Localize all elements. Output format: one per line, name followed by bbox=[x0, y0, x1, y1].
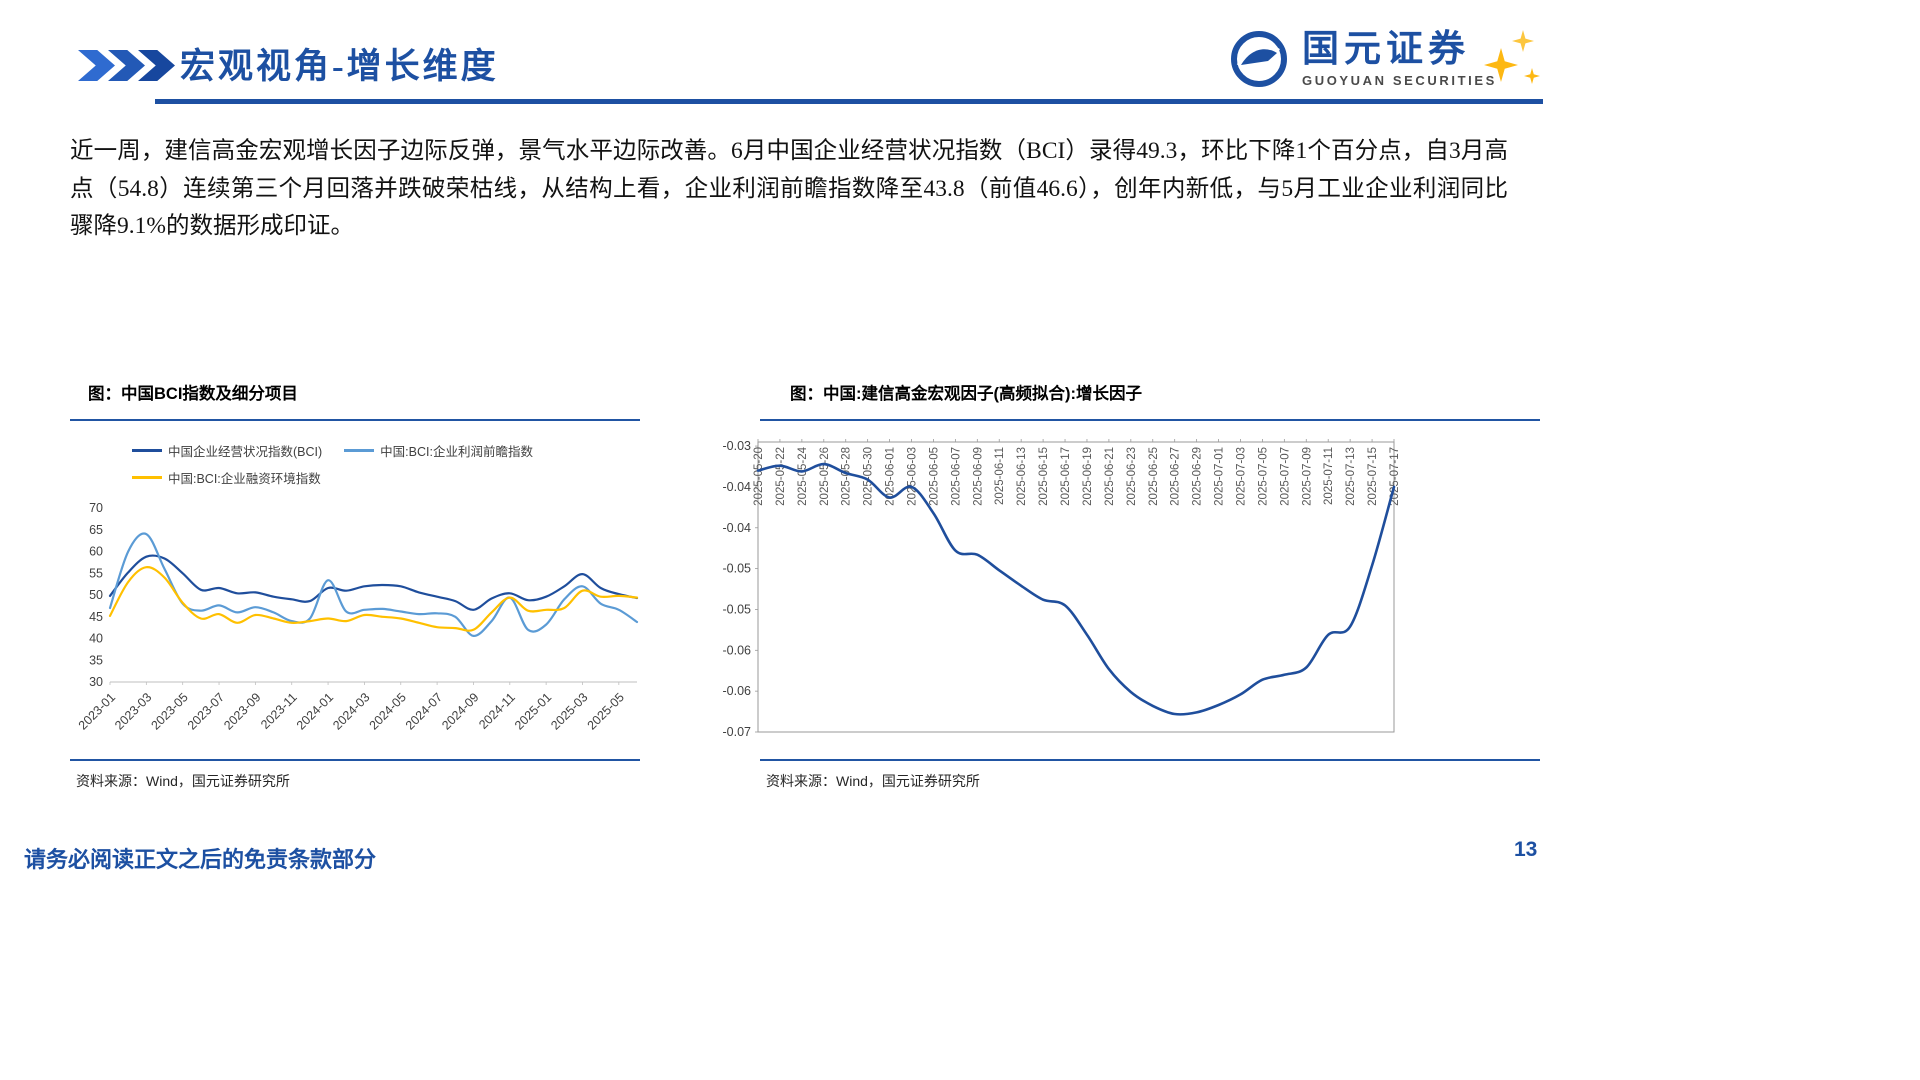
svg-text:2024-07: 2024-07 bbox=[403, 690, 445, 732]
svg-text:2023-01: 2023-01 bbox=[76, 690, 118, 732]
svg-text:-0.04: -0.04 bbox=[723, 521, 752, 535]
svg-text:2025-06-09: 2025-06-09 bbox=[972, 447, 984, 506]
svg-text:2025-06-17: 2025-06-17 bbox=[1060, 447, 1072, 506]
svg-text:2024-03: 2024-03 bbox=[330, 690, 372, 732]
page-title: 宏观视角-增长维度 bbox=[180, 47, 499, 86]
svg-text:2025-03: 2025-03 bbox=[548, 690, 590, 732]
svg-text:2025-07-03: 2025-07-03 bbox=[1235, 447, 1247, 506]
svg-text:2025-05-20: 2025-05-20 bbox=[753, 447, 765, 506]
source-note: 资料来源：Wind，国元证券研究所 bbox=[766, 773, 980, 789]
legend-item: 中国企业经营状况指数(BCI) bbox=[132, 441, 322, 460]
figure-title: 图：中国BCI指数及细分项目 bbox=[88, 385, 298, 403]
svg-text:2025-07-01: 2025-07-01 bbox=[1214, 447, 1226, 506]
source-note: 资料来源：Wind，国元证券研究所 bbox=[76, 773, 290, 789]
svg-text:2024-05: 2024-05 bbox=[367, 690, 409, 732]
svg-text:35: 35 bbox=[89, 653, 103, 667]
svg-text:-0.04: -0.04 bbox=[723, 480, 752, 494]
svg-text:2025-06-19: 2025-06-19 bbox=[1082, 447, 1094, 506]
svg-text:-0.05: -0.05 bbox=[723, 602, 752, 616]
legend-label: 中国企业经营状况指数(BCI) bbox=[168, 445, 323, 459]
svg-text:2025-06-11: 2025-06-11 bbox=[994, 447, 1006, 505]
svg-text:2025-06-21: 2025-06-21 bbox=[1104, 447, 1116, 506]
svg-text:40: 40 bbox=[89, 632, 103, 646]
svg-text:2025-05-30: 2025-05-30 bbox=[863, 447, 875, 506]
triple-chevron-right-icon bbox=[78, 50, 175, 81]
svg-text:45: 45 bbox=[89, 610, 103, 624]
svg-text:-0.07: -0.07 bbox=[723, 725, 752, 739]
svg-text:2025-06-03: 2025-06-03 bbox=[907, 447, 919, 506]
svg-text:2025-01: 2025-01 bbox=[512, 690, 554, 732]
svg-text:30: 30 bbox=[89, 675, 103, 689]
svg-text:60: 60 bbox=[89, 545, 103, 559]
svg-text:2025-07-09: 2025-07-09 bbox=[1301, 447, 1313, 506]
legend-line-sample bbox=[344, 449, 375, 452]
svg-text:50: 50 bbox=[89, 588, 103, 602]
figure-top-rule bbox=[70, 419, 640, 421]
svg-text:2024-01: 2024-01 bbox=[294, 690, 336, 732]
footer-disclaimer: 请务必阅读正文之后的免责条款部分 bbox=[24, 847, 377, 872]
growth-factor-line-chart: -0.03 -0.04 -0.04 -0.05 -0.05 -0.06 -0.06 -0.07… bbox=[723, 439, 1401, 739]
svg-text:2025-07-11: 2025-07-11 bbox=[1323, 447, 1335, 505]
svg-text:2025-05-22: 2025-05-22 bbox=[775, 447, 787, 506]
svg-text:2025-06-05: 2025-06-05 bbox=[928, 447, 940, 506]
svg-text:2025-07-05: 2025-07-05 bbox=[1257, 447, 1269, 506]
svg-text:2025-06-07: 2025-06-07 bbox=[950, 447, 962, 506]
svg-text:2023-07: 2023-07 bbox=[185, 690, 227, 732]
svg-text:2025-07-15: 2025-07-15 bbox=[1367, 447, 1379, 506]
four-point-star-icon bbox=[1512, 30, 1534, 52]
logo-name-en: GUOYUAN SECURITIES bbox=[1302, 73, 1497, 88]
svg-text:2024-11: 2024-11 bbox=[476, 690, 518, 732]
svg-text:2023-11: 2023-11 bbox=[258, 690, 300, 732]
svg-text:-0.05: -0.05 bbox=[723, 562, 752, 576]
legend-line-sample bbox=[132, 449, 162, 452]
svg-text:2025-07-07: 2025-07-07 bbox=[1279, 447, 1291, 506]
svg-text:70: 70 bbox=[89, 501, 103, 515]
svg-text:-0.06: -0.06 bbox=[723, 684, 752, 698]
svg-text:2023-05: 2023-05 bbox=[148, 690, 190, 732]
svg-text:2025-06-01: 2025-06-01 bbox=[885, 447, 897, 506]
figure-top-rule bbox=[760, 419, 1540, 421]
four-point-star-icon bbox=[1524, 68, 1540, 84]
svg-text:2025-06-27: 2025-06-27 bbox=[1170, 447, 1182, 506]
svg-text:2025-06-15: 2025-06-15 bbox=[1038, 447, 1050, 506]
bci-line-chart: 3035404550556065702023-012023-032023-052… bbox=[76, 501, 639, 733]
figure-bottom-rule bbox=[760, 759, 1540, 761]
svg-text:-0.03: -0.03 bbox=[723, 439, 752, 453]
figure-title: 图：中国:建信高金宏观因子(高频拟合):增长因子 bbox=[790, 385, 1142, 403]
svg-text:2025-07-13: 2025-07-13 bbox=[1345, 447, 1357, 506]
svg-text:2025-05-24: 2025-05-24 bbox=[797, 446, 809, 505]
svg-text:2025-06-23: 2025-06-23 bbox=[1126, 447, 1138, 506]
logo-text: 国元证券 GUOYUAN SECURITIES bbox=[1302, 29, 1497, 89]
header-divider bbox=[155, 99, 1543, 104]
chevron-icon bbox=[78, 50, 115, 81]
svg-text:2023-09: 2023-09 bbox=[221, 690, 263, 732]
legend-label: 中国:BCI:企业融资环境指数 bbox=[168, 472, 321, 486]
chart-legend: 中国企业经营状况指数(BCI) 中国:BCI:企业利润前瞻指数中国:BCI:企业融… bbox=[132, 441, 652, 487]
page-number: 13 bbox=[1514, 838, 1538, 861]
legend-item: 中国:BCI:企业融资环境指数 bbox=[132, 468, 321, 487]
svg-text:2023-03: 2023-03 bbox=[112, 690, 154, 732]
svg-text:2025-06-13: 2025-06-13 bbox=[1016, 447, 1028, 506]
svg-text:55: 55 bbox=[89, 566, 103, 580]
svg-text:2025-06-29: 2025-06-29 bbox=[1192, 447, 1204, 506]
brand-logo: 国元证券 GUOYUAN SECURITIES bbox=[1228, 28, 1497, 90]
svg-text:2025-05: 2025-05 bbox=[585, 690, 627, 732]
svg-text:2025-06-25: 2025-06-25 bbox=[1148, 447, 1160, 506]
svg-text:65: 65 bbox=[89, 523, 103, 537]
legend-label: 中国:BCI:企业利润前瞻指数 bbox=[380, 445, 533, 459]
legend-item: 中国:BCI:企业利润前瞻指数 bbox=[344, 441, 533, 460]
svg-text:2025-05-28: 2025-05-28 bbox=[841, 447, 853, 506]
legend-line-sample bbox=[132, 476, 162, 479]
svg-text:-0.06: -0.06 bbox=[723, 643, 752, 657]
logo-name-cn: 国元证券 bbox=[1302, 29, 1470, 70]
figure-bottom-rule bbox=[70, 759, 640, 761]
svg-text:2025-05-26: 2025-05-26 bbox=[819, 447, 831, 506]
summary-paragraph: 近一周，建信高金宏观增长因子边际反弹，景气水平边际改善。6月中国企业经营状况指数… bbox=[70, 138, 1508, 239]
circle-swoosh-logo-icon bbox=[1231, 31, 1287, 87]
svg-text:2024-09: 2024-09 bbox=[439, 690, 481, 732]
